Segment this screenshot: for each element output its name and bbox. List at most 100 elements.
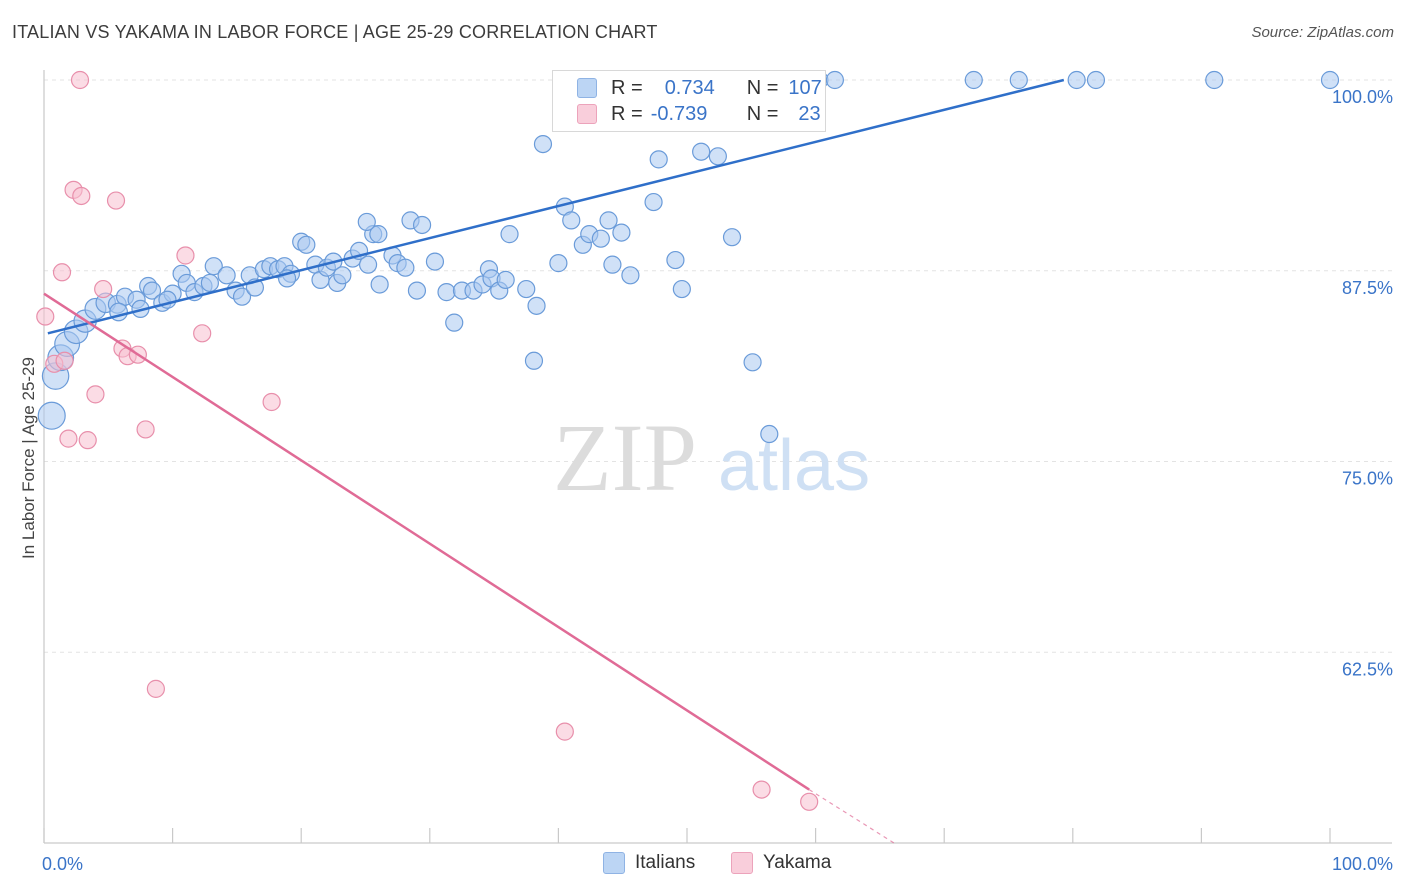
yakama-point [800, 792, 819, 811]
r-label-yakama: R = [611, 102, 643, 125]
yakama-point [176, 246, 195, 265]
y-tick-label: 87.5% [1342, 278, 1393, 298]
yakama-trend-line [43, 292, 810, 791]
italians-point [445, 313, 464, 332]
italians-point [612, 223, 631, 242]
watermark: ZIP atlas [553, 404, 870, 511]
italians-point [708, 147, 727, 166]
yakama-point [193, 324, 212, 343]
yakama-point [70, 70, 90, 90]
italians-point [825, 70, 844, 90]
italians-point [1086, 70, 1106, 90]
r-label-italians: R = [611, 76, 643, 99]
x-tick-labels: 0.0% 100.0% [42, 854, 1393, 874]
n-value-italians: 107 [788, 76, 822, 99]
italians-point [204, 257, 223, 276]
italians-point [527, 296, 546, 315]
chart-title: ITALIAN VS YAKAMA IN LABOR FORCE | AGE 2… [12, 22, 658, 42]
yakama-point [52, 263, 72, 282]
italians-point [142, 281, 162, 300]
axes [43, 70, 1392, 844]
watermark-zip: ZIP [553, 404, 697, 511]
italians-trend-line [47, 78, 1065, 335]
n-label-yakama: N = [746, 102, 779, 125]
yakama-point [752, 780, 771, 799]
italians-point [412, 215, 432, 235]
legend-row-yakama: R = -0.739 N = 23 [577, 101, 821, 127]
italians-point [333, 266, 352, 285]
italians-point [396, 258, 415, 277]
italians-point [743, 353, 762, 372]
italians-point [672, 279, 691, 299]
italians-point [549, 254, 568, 273]
italians-legend-swatch [603, 852, 625, 874]
series-legend: Italians Yakama [0, 852, 1406, 878]
italians-point [524, 351, 544, 370]
italians-point [232, 287, 252, 306]
yakama-point [72, 186, 91, 206]
italians-point [358, 255, 378, 274]
yakama-point [262, 392, 281, 412]
y-tick-label: 62.5% [1342, 659, 1393, 679]
n-value-yakama: 23 [798, 102, 821, 125]
yakama-swatch [577, 104, 597, 124]
y-tick-labels: 62.5% 75.0% 87.5% 100.0% [1332, 87, 1393, 679]
y-axis-label: In Labor Force | Age 25-29 [19, 357, 38, 559]
yakama-point [94, 279, 113, 299]
italians-point [297, 235, 316, 254]
italians-point [591, 229, 610, 248]
italians-point [621, 266, 640, 285]
italians-point [37, 401, 66, 430]
correlation-legend: R = 0.734 N = 107 R = -0.739 N = 23 [552, 70, 826, 132]
x-tick-label: 100.0% [1332, 854, 1393, 874]
yakama-point [136, 420, 155, 439]
yakama-point [55, 351, 74, 370]
italians-point [722, 228, 742, 247]
legend-row-italians: R = 0.734 N = 107 [577, 75, 822, 101]
italians-point [603, 255, 622, 274]
yakama-point [106, 191, 126, 210]
watermark-atlas: atlas [718, 426, 870, 506]
trend-lines [43, 78, 1065, 844]
italians-point [599, 211, 618, 230]
italians-point [1067, 70, 1086, 90]
italians-point [407, 281, 427, 300]
yakama-point [59, 429, 78, 448]
italians-legend-label: Italians [635, 852, 696, 873]
yakama-point [555, 722, 574, 741]
italians-point [1205, 70, 1224, 90]
italians-point [369, 225, 388, 244]
italians-point [496, 270, 515, 290]
italians-point [200, 273, 219, 293]
italians-point [692, 142, 711, 161]
yakama-point [36, 307, 55, 326]
yakama-legend-label: Yakama [763, 852, 832, 873]
italians-point [357, 212, 376, 232]
r-value-yakama: -0.739 [650, 102, 708, 125]
italians-point [533, 134, 553, 154]
x-tick-marks [43, 828, 1331, 843]
yakama-trend-extension [808, 789, 895, 844]
yakama-points [36, 70, 819, 811]
y-tick-label: 100.0% [1332, 87, 1393, 107]
italians-point [425, 252, 445, 271]
italians-point [649, 150, 668, 169]
italians-point [1009, 70, 1028, 90]
italians-point [644, 192, 663, 212]
italians-swatch [577, 78, 597, 98]
italians-point [760, 424, 779, 444]
italians-point [217, 266, 236, 285]
y-tick-label: 75.0% [1342, 469, 1393, 489]
italians-point [437, 283, 456, 302]
source-label: Source: ZipAtlas.com [1251, 24, 1394, 41]
yakama-point [86, 385, 105, 404]
italians-point [562, 211, 581, 230]
italians-point [517, 279, 536, 299]
yakama-point [78, 431, 97, 450]
italians-point [964, 70, 983, 90]
legend-item-yakama[interactable]: Yakama [731, 852, 831, 874]
r-value-italians: 0.734 [664, 76, 715, 99]
legend-item-italians[interactable]: Italians [603, 852, 695, 874]
italians-point [500, 225, 519, 244]
